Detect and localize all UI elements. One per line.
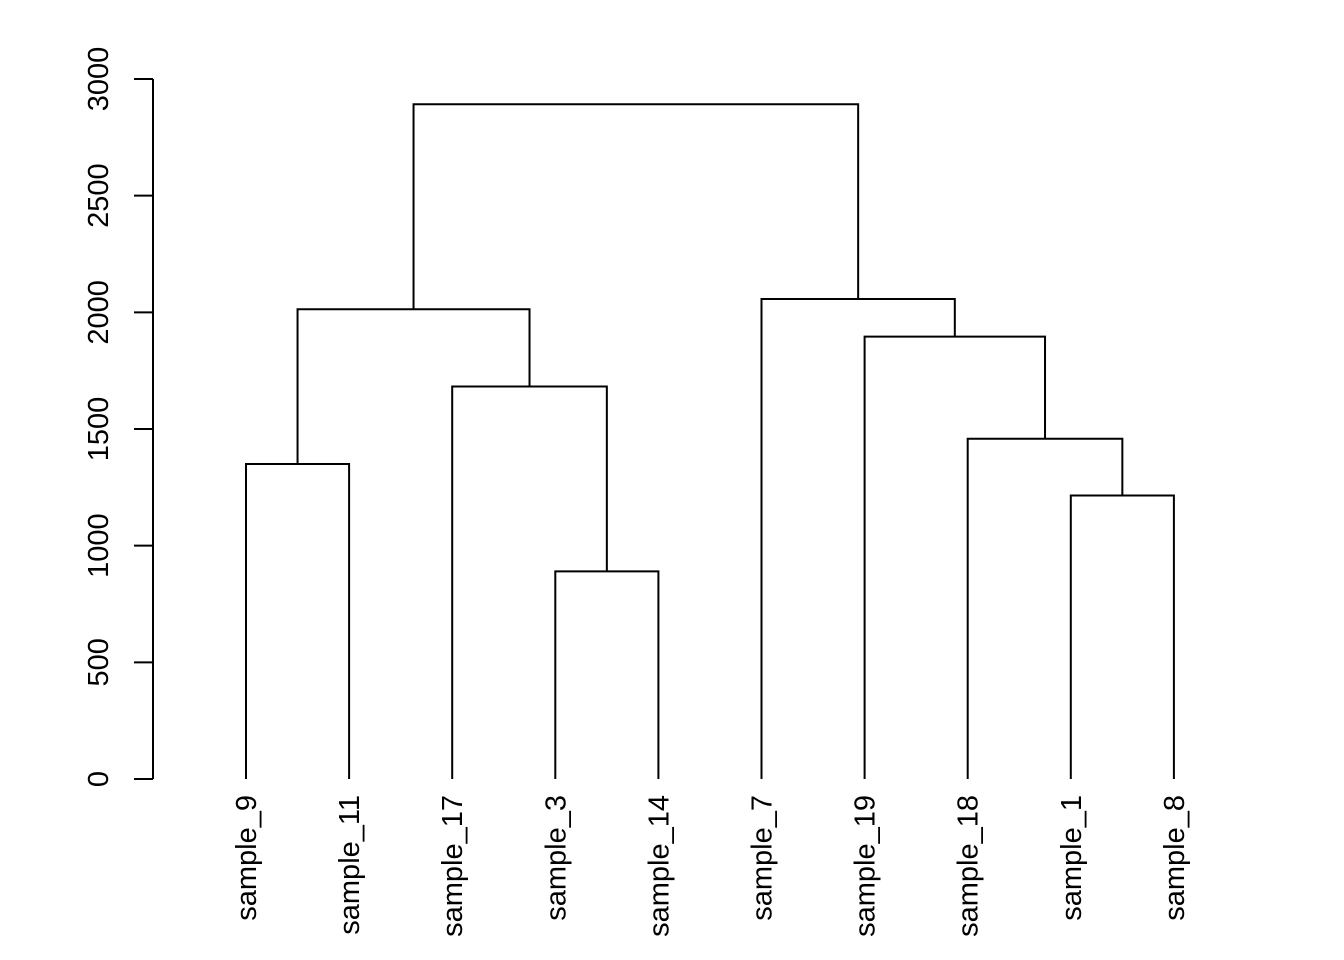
leaf-label: sample_17 (437, 795, 469, 937)
y-tick-label: 1500 (83, 397, 115, 462)
dendrogram-tree (245, 103, 1175, 779)
y-tick-label: 2500 (83, 163, 115, 228)
y-tick-label: 0 (83, 771, 115, 787)
dendrogram-merge-8 (760, 298, 956, 779)
dendrogram-merge-3 (245, 463, 351, 779)
y-tick-label: 2000 (83, 280, 115, 345)
dendrogram-merge-4 (966, 437, 1124, 779)
dendrogram-merge-5 (451, 385, 608, 779)
y-tick-label: 500 (83, 638, 115, 686)
y-tick-label: 3000 (83, 47, 115, 112)
leaf-label: sample_19 (850, 795, 882, 937)
leaf-label: sample_14 (643, 795, 675, 937)
leaf-label: sample_9 (231, 795, 263, 921)
y-tick-label: 1000 (83, 513, 115, 578)
leaf-label: sample_7 (747, 795, 779, 921)
leaf-label: sample_3 (540, 795, 572, 921)
leaf-label: sample_11 (334, 795, 366, 935)
leaf-label: sample_18 (953, 795, 985, 937)
dendrogram-merge-6 (863, 335, 1047, 779)
leaf-label: sample_1 (1056, 795, 1088, 921)
leaf-label: sample_8 (1159, 795, 1191, 921)
dendrogram-merge-1 (554, 570, 660, 779)
dendrogram-merge-2 (1069, 494, 1175, 779)
leaf-labels: sample_9 sample_11 sample_17 sample_3 sample… (231, 795, 1191, 937)
y-axis: 0 500 1000 1500 2000 2500 3000 (83, 47, 154, 787)
dendrogram-merge-9 (412, 103, 860, 310)
